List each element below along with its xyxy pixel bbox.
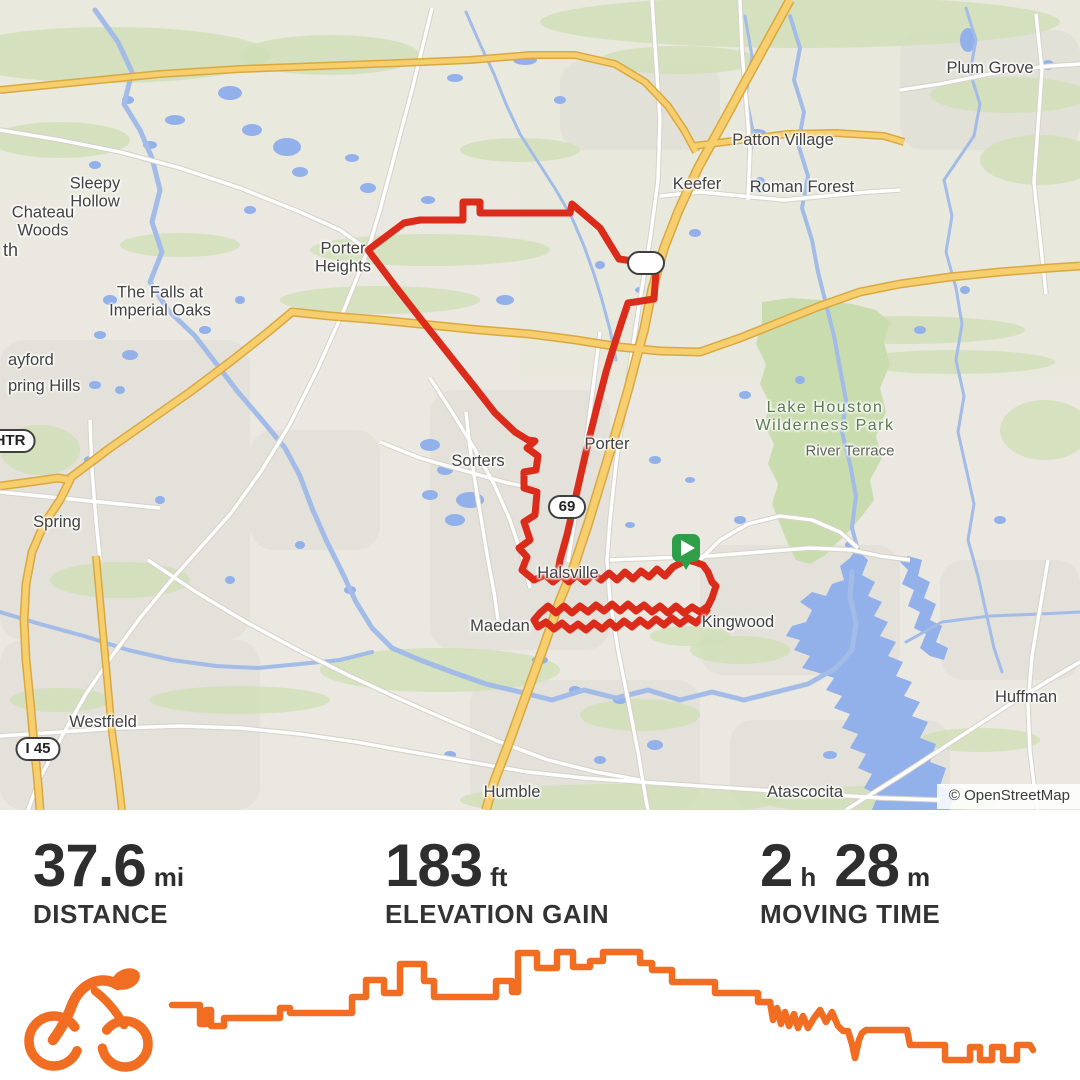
distance-value: 37.6 [33,832,147,899]
stat-distance: 37.6 mi DISTANCE [33,836,184,930]
stat-moving-time: 2 h 28 m MOVING TIME [760,836,940,930]
map-label: Lake Houston Wilderness Park [755,399,895,434]
elevation-profile [168,948,1037,1064]
moving-time-label: MOVING TIME [760,899,941,929]
map-label: Kingwood [701,612,775,631]
map-label: Huffman [994,687,1058,706]
map-label: Sleepy Hollow [69,174,121,211]
road-shield: I 45 [15,737,61,761]
map-label: Westfield [69,712,137,731]
map-label: Spring [33,512,81,531]
map-label: Sorters [451,451,505,470]
elevation-label: ELEVATION GAIN [385,899,610,929]
elevation-value: 183 [385,832,483,899]
map-label: Porter [584,434,630,453]
road-shield [627,251,665,275]
map-label: Patton Village [732,130,834,149]
route-map[interactable]: Plum Grove Patton Village Keefer Roman Fore… [0,0,1080,810]
moving-time-minutes-unit: m [907,862,931,892]
lake-houston [900,556,948,660]
map-label: River Terrace [805,442,895,460]
map-label: Chateau Woods [11,203,75,240]
map-label: Porter Heights [315,239,371,276]
map-label: pring Hills [8,376,81,395]
map-label: Keefer [672,174,722,193]
map-label: The Falls at Imperial Oaks [109,283,211,320]
elevation-unit: ft [490,862,508,892]
map-label: ayford [8,350,54,369]
map-label: Roman Forest [749,177,855,196]
stat-elevation-gain: 183 ft ELEVATION GAIN [385,836,609,930]
road-shield: HTR [0,429,36,453]
lake-houston [786,549,954,810]
start-marker-tail [680,560,692,570]
map-label: Humble [483,782,541,801]
distance-unit: mi [153,862,185,892]
moving-time-hours-unit: h [800,862,817,892]
cyclist-icon [24,968,153,1072]
moving-time-minutes: 28 [834,832,900,899]
map-label: Halsville [537,563,599,582]
distance-label: DISTANCE [33,899,168,929]
moving-time-hours: 2 [760,832,793,899]
route-line [364,198,720,634]
road-shield: 69 [548,495,586,519]
map-canvas [0,0,1080,810]
map-label: Atascocita [766,782,844,801]
map-label: Maedan [470,616,530,635]
map-label: Plum Grove [946,58,1034,77]
map-label: th [3,239,19,260]
osm-attribution: © OpenStreetMap [936,784,1080,809]
